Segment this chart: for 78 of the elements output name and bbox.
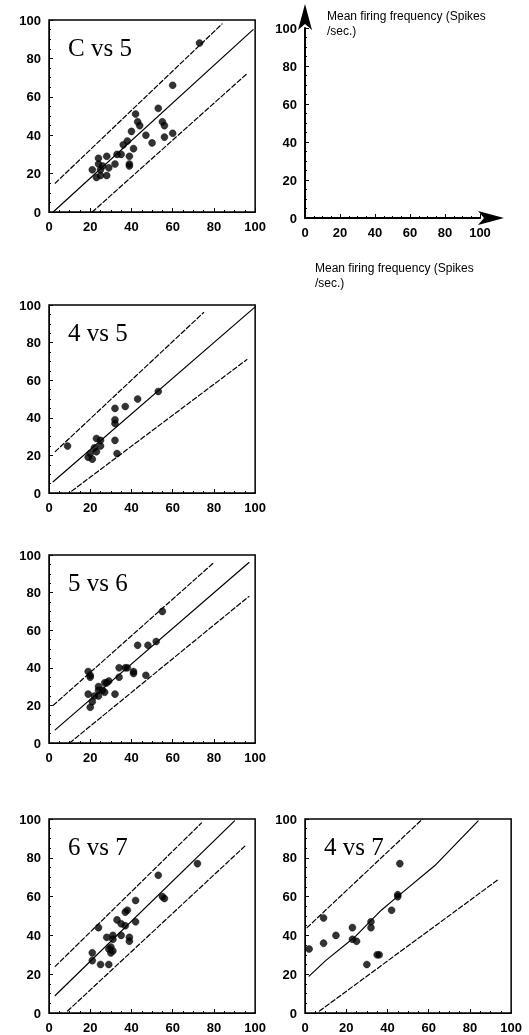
x-tick-label: 20 [83, 1020, 98, 1035]
x-tick-label: 40 [380, 1020, 395, 1035]
y-tick-label: 80 [26, 335, 41, 351]
y-tick-label: 60 [26, 89, 41, 105]
y-tick-label: 100 [19, 547, 41, 563]
y-tick-label: 80 [26, 50, 41, 66]
x-tick-label: 20 [83, 750, 98, 765]
x-tick-label: 100 [244, 500, 267, 515]
y-tick-label: 0 [33, 1005, 41, 1021]
x-tick-label: 60 [165, 1020, 180, 1035]
x-tick-label: 100 [500, 1020, 523, 1035]
x-tick-label: 60 [165, 750, 180, 765]
y-tick-label: 100 [19, 811, 41, 827]
x-tick-label: 80 [206, 500, 222, 515]
x-tick-label: 80 [206, 219, 222, 234]
x-tick-label: 0 [301, 1020, 309, 1035]
y-tick-label: 20 [26, 166, 41, 182]
text: 5 vs 6 [68, 569, 128, 596]
text: 4 vs 5 [68, 319, 128, 346]
y-tick-label: 80 [26, 850, 41, 866]
y-tick-label: 80 [282, 58, 297, 74]
y-tick-label: 40 [282, 134, 297, 150]
y-tick-label: 40 [26, 410, 41, 426]
x-tick-label: 40 [124, 219, 139, 234]
y-tick-label: 40 [26, 660, 41, 676]
y-tick-label: 20 [282, 966, 297, 982]
x-tick-label: 60 [402, 225, 418, 240]
x-tick-label: 80 [462, 1020, 478, 1035]
y-tick-label: 60 [26, 372, 41, 388]
y-tick-label: 0 [289, 1005, 297, 1021]
x-tick-label: 0 [45, 750, 53, 765]
x-tick-label: 60 [165, 219, 180, 234]
y-tick-label: 20 [26, 697, 41, 713]
y-tick-label: 40 [26, 927, 41, 943]
x-tick-label: 40 [124, 1020, 139, 1035]
y-tick-label: 0 [33, 735, 41, 751]
x-tick-label: 80 [437, 225, 453, 240]
y-tick-label: 40 [282, 927, 297, 943]
x-tick-label: 0 [45, 500, 53, 515]
x-tick-label: 60 [165, 500, 180, 515]
x-tick-label: 100 [244, 1020, 267, 1035]
x-tick-label: 40 [367, 225, 383, 240]
x-tick-label: 100 [469, 225, 491, 240]
y-tick-label: 20 [26, 966, 41, 982]
x-tick-label: 100 [244, 219, 267, 234]
y-tick-label: 100 [19, 297, 41, 313]
y-axis-title: Mean firing frequency (Spikes/sec.) [327, 8, 486, 38]
x-tick-label: 40 [124, 750, 139, 765]
y-tick-label: 60 [26, 622, 41, 638]
y-tick-label: 80 [26, 585, 41, 601]
x-tick-label: 0 [45, 219, 53, 234]
x-tick-label: 80 [206, 750, 222, 765]
y-tick-label: 20 [282, 172, 297, 188]
text: 6 vs 7 [68, 833, 128, 860]
text: 4 vs 7 [324, 833, 384, 860]
y-tick-label: 100 [275, 20, 297, 36]
y-tick-label: 60 [26, 889, 41, 905]
y-tick-label: 40 [26, 127, 41, 143]
x-axis-title: Mean firing frequency (Spikes/sec.) [315, 260, 474, 290]
y-tick-label: 0 [33, 204, 41, 220]
x-tick-label: 20 [83, 500, 98, 515]
y-tick-label: 0 [33, 485, 41, 501]
x-tick-label: 20 [332, 225, 348, 240]
y-tick-label: 60 [282, 889, 297, 905]
x-tick-label: 20 [339, 1020, 354, 1035]
y-tick-label: 20 [26, 447, 41, 463]
y-tick-label: 100 [275, 811, 297, 827]
x-tick-label: 60 [421, 1020, 436, 1035]
x-tick-label: 80 [206, 1020, 222, 1035]
x-tick-label: 0 [301, 225, 309, 240]
x-tick-label: 40 [124, 500, 139, 515]
y-tick-label: 100 [19, 12, 41, 28]
x-tick-label: 20 [83, 219, 98, 234]
y-tick-label: 80 [282, 850, 297, 866]
text: C vs 5 [68, 34, 132, 61]
x-tick-label: 0 [45, 1020, 53, 1035]
x-tick-label: 100 [244, 750, 267, 765]
y-tick-label: 60 [282, 96, 297, 112]
